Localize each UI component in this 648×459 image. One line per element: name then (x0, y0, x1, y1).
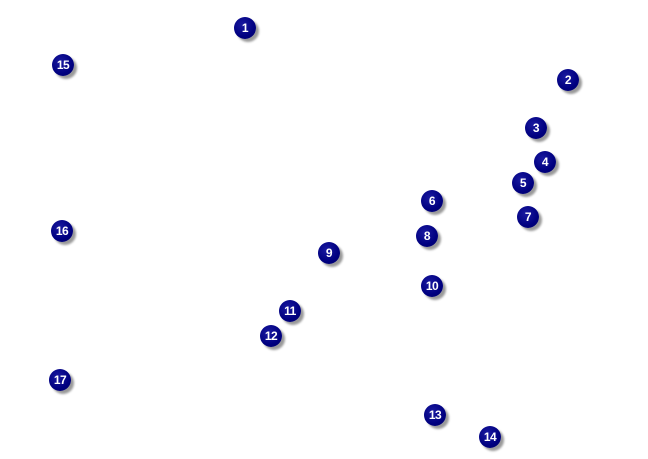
numbered-marker-13[interactable]: 13 (424, 404, 446, 426)
numbered-marker-14[interactable]: 14 (479, 426, 501, 448)
numbered-marker-15[interactable]: 15 (52, 54, 74, 76)
numbered-marker-12[interactable]: 12 (260, 325, 282, 347)
numbered-marker-6[interactable]: 6 (421, 190, 443, 212)
numbered-marker-7[interactable]: 7 (517, 206, 539, 228)
numbered-marker-5[interactable]: 5 (512, 172, 534, 194)
numbered-marker-11[interactable]: 11 (279, 300, 301, 322)
numbered-marker-10[interactable]: 10 (421, 275, 443, 297)
numbered-marker-8[interactable]: 8 (416, 225, 438, 247)
numbered-marker-1[interactable]: 1 (234, 17, 256, 39)
numbered-marker-2[interactable]: 2 (557, 69, 579, 91)
numbered-marker-17[interactable]: 17 (49, 369, 71, 391)
numbered-marker-4[interactable]: 4 (534, 151, 556, 173)
numbered-marker-9[interactable]: 9 (318, 242, 340, 264)
numbered-marker-3[interactable]: 3 (525, 117, 547, 139)
numbered-marker-16[interactable]: 16 (51, 220, 73, 242)
